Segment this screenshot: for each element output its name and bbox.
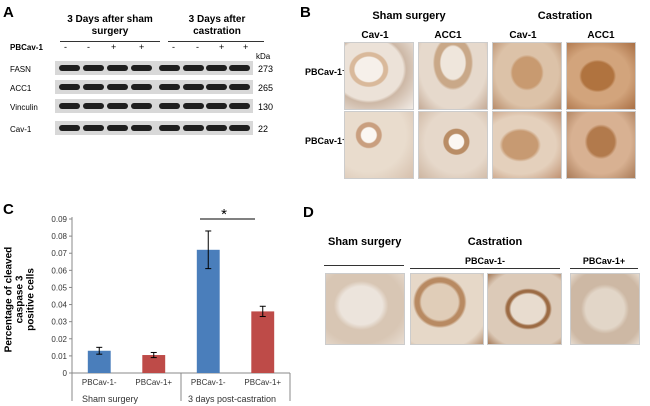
b-col-acc1-sham: ACC1: [434, 30, 462, 41]
castration-group-line: [168, 41, 264, 42]
ihc-cast-minus-acc1: [566, 42, 636, 110]
y-tick-label: 0.08: [51, 232, 67, 241]
sign-1: -: [64, 42, 67, 52]
blot-strip-cav1: [55, 121, 253, 135]
bar: [196, 249, 220, 373]
panel-d-label: D: [303, 204, 314, 221]
x-category-label: PBCav-1+: [135, 378, 172, 387]
chart-axes: 0 0.01 0.02 0.03 0.04 0.05 0.06 0.07 0.08 0.09: [51, 215, 291, 401]
chart-category-labels: PBCav-1- PBCav-1+ PBCav-1- PBCav-1+: [82, 378, 282, 387]
b-row-pbcav1-minus: PBCav-1⁻: [305, 67, 347, 77]
b-col-cav1-cast: Cav-1: [509, 30, 537, 41]
panel-b-label: B: [300, 4, 311, 21]
kda-acc1: 265: [258, 83, 274, 93]
sham-group-line: [60, 41, 160, 42]
d-ihc-cast-plus: [570, 273, 640, 345]
x-category-label: PBCav-1-: [82, 378, 117, 387]
d-sub-minus-line: [410, 268, 560, 269]
d-sham-header: Sham surgery: [328, 236, 402, 248]
y-tick-label: 0.07: [51, 249, 67, 258]
blot-label-acc1: ACC1: [10, 84, 32, 93]
blot-label-vinculin: Vinculin: [10, 103, 38, 112]
sign-8: +: [243, 42, 249, 52]
sign-5: -: [172, 42, 175, 52]
pbcav1-row-label: PBCav-1: [10, 43, 43, 52]
d-ihc-cast-minus-1: [410, 273, 484, 345]
d-castration-header: Castration: [467, 236, 523, 248]
b-row-pbcav1-plus: PBCav-1⁺: [305, 136, 347, 146]
d-sub-plus: PBCav-1+: [582, 256, 626, 266]
blot-label-fasn: FASN: [10, 65, 31, 74]
x-category-label: PBCav-1-: [191, 378, 226, 387]
sign-3: +: [111, 42, 117, 52]
significance-star: *: [221, 206, 227, 223]
sham-header-line2: surgery: [91, 26, 129, 37]
ihc-sham-plus-cav1: [344, 111, 414, 179]
x-category-label: PBCav-1+: [244, 378, 281, 387]
blot-label-cav1: Cav-1: [10, 125, 32, 134]
sham-group-header: 3 Days after sham surgery: [60, 14, 160, 38]
kda-header: kDa: [256, 52, 271, 61]
castration-header-line1: 3 Days after: [188, 14, 246, 25]
d-sham-line: [324, 265, 404, 266]
kda-fasn: 273: [258, 64, 274, 74]
b-sham-header: Sham surgery: [372, 10, 446, 22]
sign-2: -: [87, 42, 90, 52]
bar: [87, 350, 111, 373]
c-group-castration: 3 days post-castration: [188, 394, 276, 404]
ihc-sham-minus-cav1: [344, 42, 414, 110]
caspase-bar-chart: 0 0.01 0.02 0.03 0.04 0.05 0.06 0.07 0.08 0.09 PB…: [51, 206, 291, 404]
bar: [142, 355, 166, 373]
c-group-sham: Sham surgery: [82, 394, 139, 404]
y-tick-label: 0.05: [51, 283, 67, 292]
ihc-sham-minus-acc1: [418, 42, 488, 110]
sign-4: +: [139, 42, 145, 52]
blot-strip-fasn: [55, 61, 253, 75]
blot-strip-acc1: [55, 80, 253, 94]
b-castration-header: Castration: [537, 10, 593, 22]
y-tick-label: 0.06: [51, 266, 67, 275]
sign-7: +: [219, 42, 225, 52]
y-tick-label: 0.01: [51, 352, 67, 361]
y-tick-label: 0.02: [51, 335, 67, 344]
d-sub-plus-line: [570, 268, 638, 269]
chart-bars: [87, 230, 275, 373]
panel-a-label: A: [3, 4, 14, 21]
kda-vinculin: 130: [258, 102, 274, 112]
d-ihc-sham: [325, 273, 405, 345]
castration-group-header: 3 Days after castration: [172, 14, 262, 38]
blot-strip-vinculin: [55, 99, 253, 113]
ihc-cast-plus-acc1: [566, 111, 636, 179]
castration-header-line2: castration: [193, 26, 241, 37]
y-tick-label: 0.04: [51, 301, 67, 310]
d-ihc-cast-minus-2: [487, 273, 562, 345]
ihc-sham-plus-acc1: [418, 111, 488, 179]
b-col-cav1-sham: Cav-1: [361, 30, 389, 41]
sign-6: -: [196, 42, 199, 52]
y-tick-label: 0: [63, 369, 68, 378]
panel-c-label: C: [3, 201, 14, 218]
b-col-acc1-cast: ACC1: [587, 30, 615, 41]
y-tick-label: 0.03: [51, 318, 67, 327]
ihc-cast-plus-cav1: [492, 111, 562, 179]
kda-cav1: 22: [258, 124, 269, 134]
bar: [251, 311, 275, 373]
y-tick-label: 0.09: [51, 215, 67, 224]
sham-header-line1: 3 Days after sham: [67, 14, 153, 25]
ihc-cast-minus-cav1: [492, 42, 562, 110]
d-sub-minus: PBCav-1-: [464, 256, 505, 266]
